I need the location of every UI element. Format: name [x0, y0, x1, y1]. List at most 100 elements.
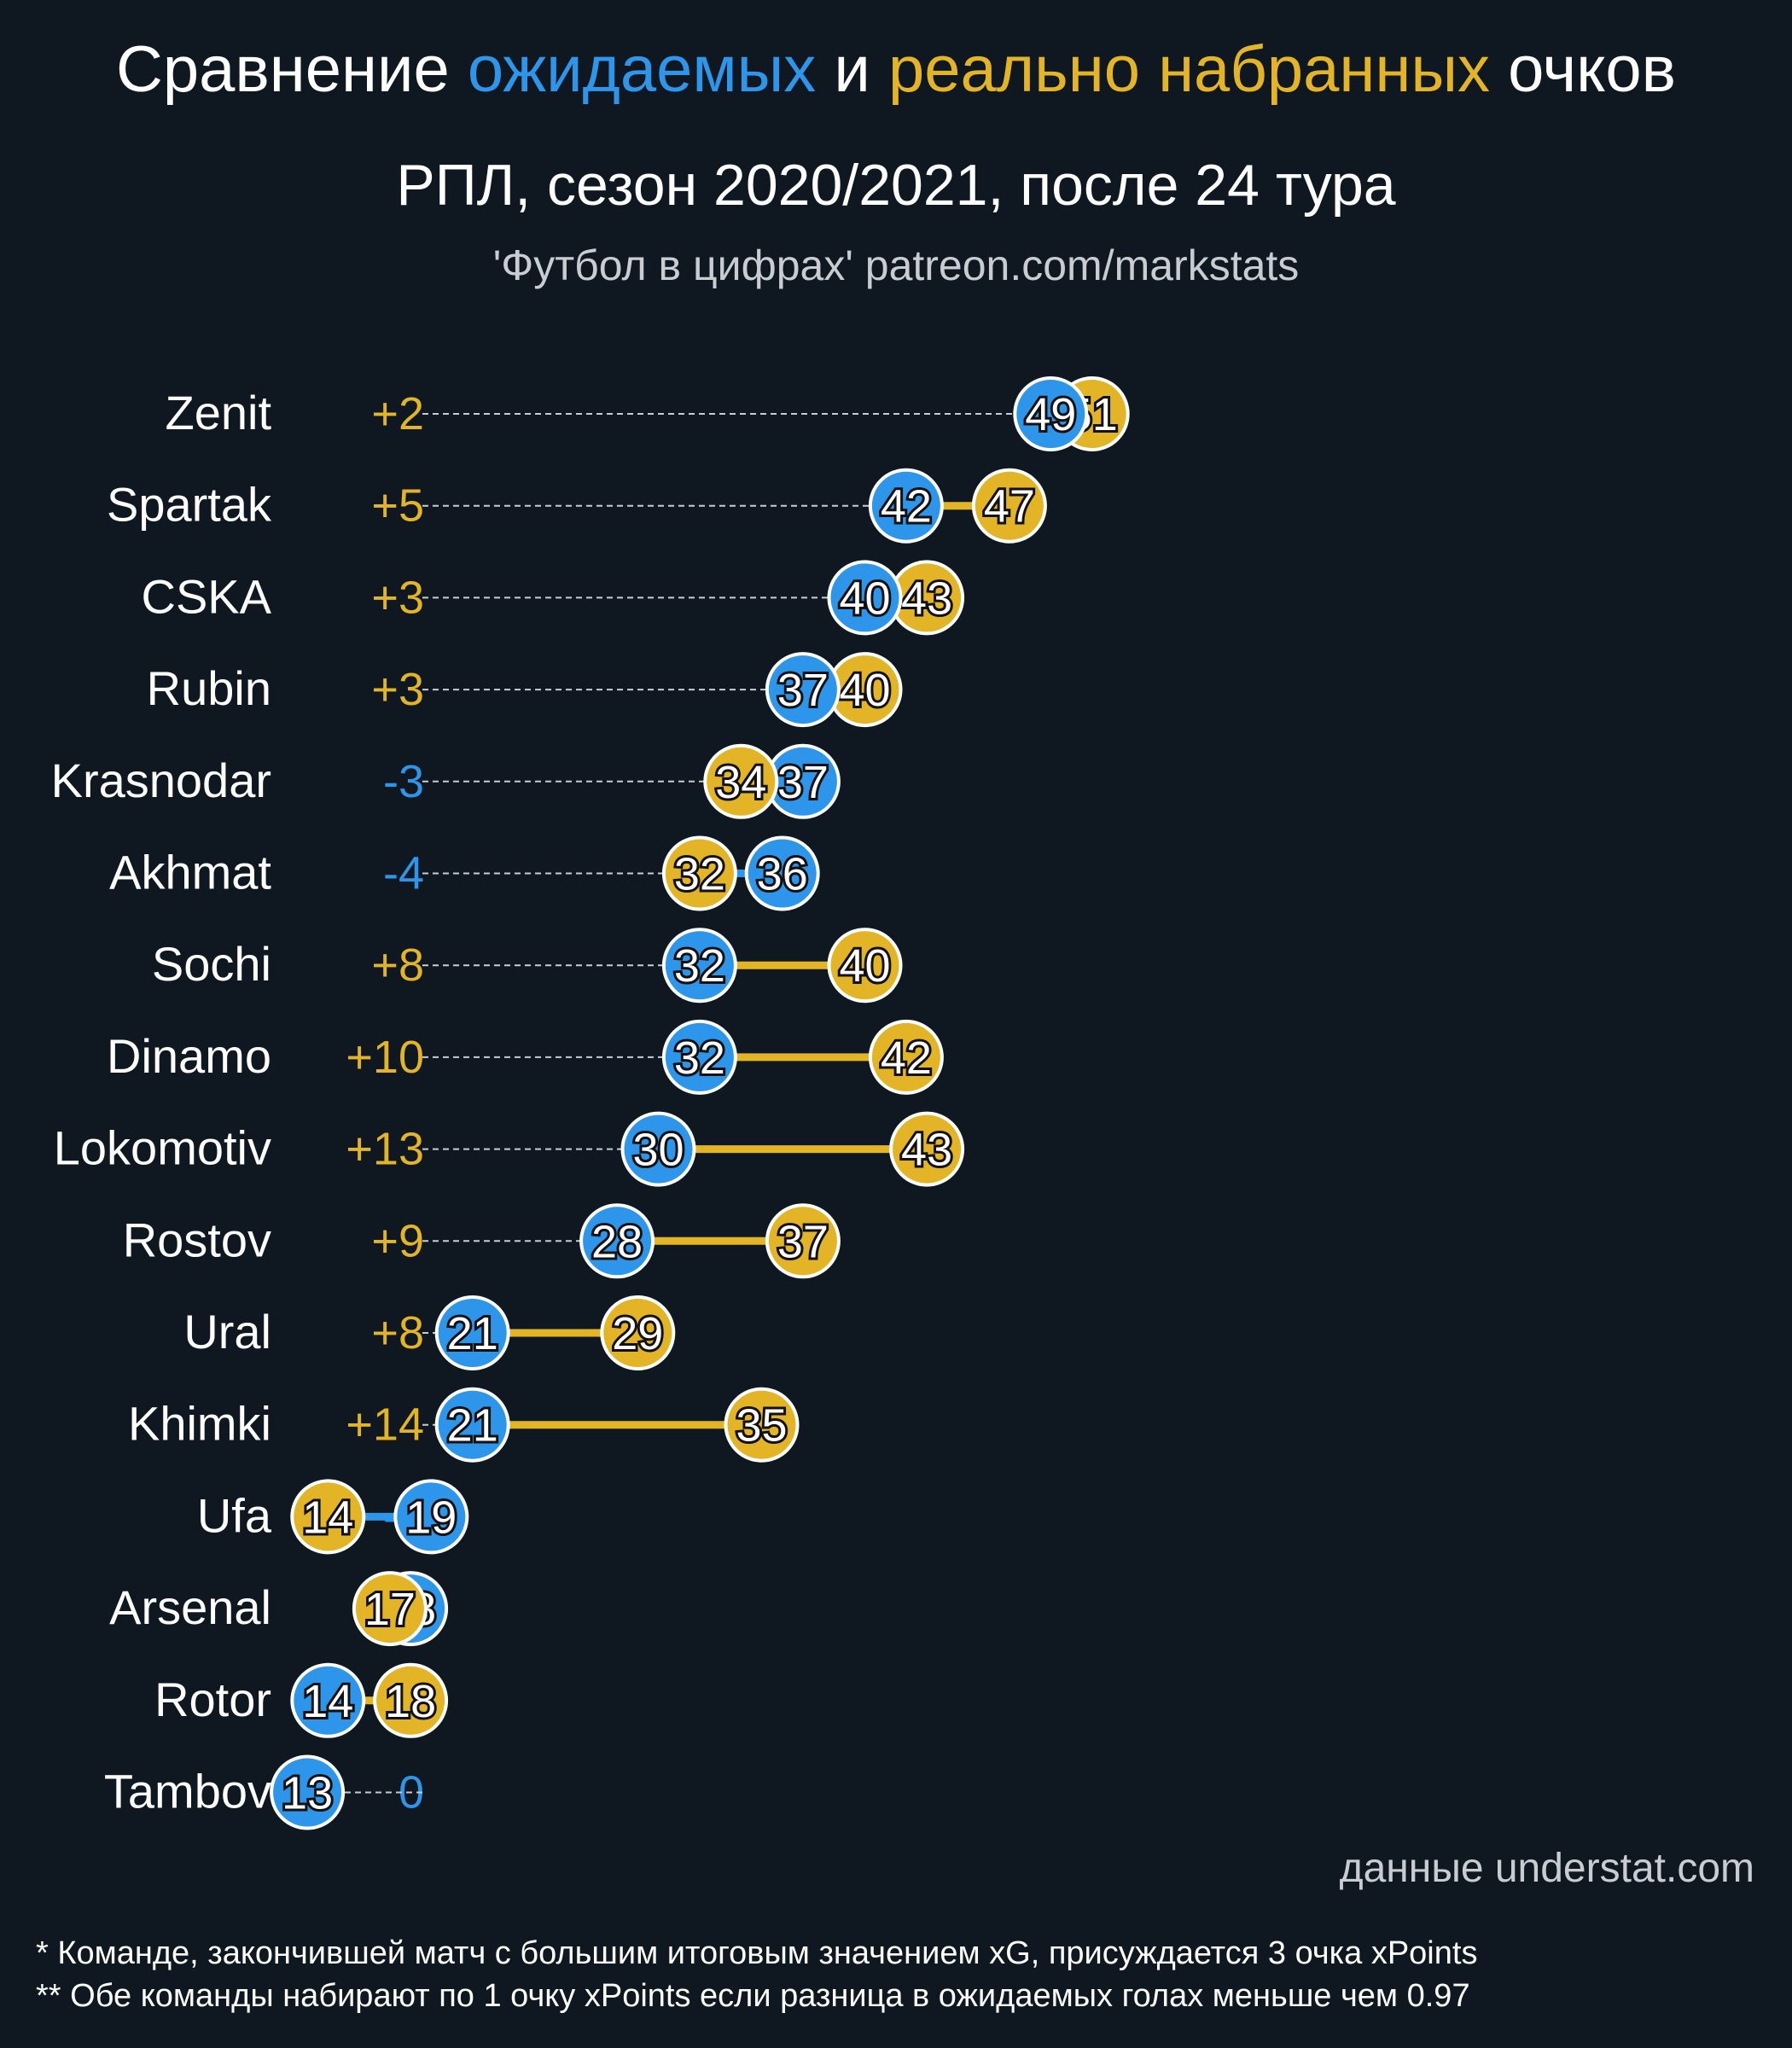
difference-label: +2: [371, 388, 424, 439]
actual-points-dot: [724, 1387, 800, 1463]
expected-points-dot: [393, 1479, 469, 1555]
actual-points-label: 35: [736, 1400, 787, 1452]
difference-label: +9: [371, 1215, 424, 1266]
actual-points-dot: [765, 1203, 841, 1279]
expected-points-label: 49: [1025, 389, 1076, 440]
difference-label: +5: [371, 480, 424, 532]
team-label: Zenit: [166, 386, 272, 439]
row-ural: Ural +8 29 21: [183, 1295, 676, 1370]
difference-label: +13: [346, 1124, 424, 1175]
team-label: Khimki: [128, 1397, 271, 1451]
footnote-1: * Команде, закончившей матч с большим ит…: [36, 1935, 1478, 1971]
actual-points-dot: [600, 1295, 676, 1370]
expected-points-label: 32: [674, 940, 725, 992]
team-label: Rostov: [123, 1213, 271, 1266]
row-rotor: Rotor+41814: [154, 1662, 449, 1738]
footnote-2: ** Обе команды набирают по 1 очку xPoint…: [36, 1978, 1470, 2014]
team-label: Spartak: [107, 478, 272, 532]
team-label: CSKA: [142, 569, 272, 623]
expected-points-dot: [661, 1019, 737, 1095]
expected-points-label: 30: [632, 1125, 684, 1176]
title-text-3: очков: [1489, 33, 1677, 106]
team-label: Rotor: [154, 1673, 271, 1726]
actual-points-label: 40: [839, 665, 890, 716]
row-arsenal: Arsenal-11817: [109, 1571, 449, 1647]
expected-points-dot: [579, 1203, 655, 1279]
actual-points-dot: [352, 1571, 428, 1647]
actual-points-dot: [373, 1662, 449, 1738]
actual-points-dot: [703, 743, 779, 819]
expected-points-label: 32: [674, 1033, 725, 1084]
team-label: Krasnodar: [51, 753, 271, 807]
expected-points-dot: [827, 560, 903, 636]
team-label: Ufa: [197, 1488, 272, 1542]
row-lokomotiv: Lokomotiv +13 43 30: [54, 1111, 965, 1187]
actual-points-label: 32: [674, 849, 725, 900]
team-label: Rubin: [147, 661, 271, 715]
actual-points-dot: [827, 928, 903, 1004]
actual-points-label: 17: [364, 1584, 416, 1635]
row-dinamo: Dinamo +10 42 32: [107, 1019, 944, 1095]
expected-points-label: 37: [777, 665, 829, 716]
expected-points-label: 13: [282, 1768, 333, 1819]
actual-points-label: 29: [612, 1308, 663, 1359]
actual-points-dot: [971, 468, 1047, 544]
expected-points-dot: [290, 1662, 366, 1738]
team-label: Dinamo: [107, 1029, 271, 1083]
team-label: Lokomotiv: [54, 1121, 271, 1175]
title-expected-word: ожидаемых: [467, 33, 817, 106]
difference-label: +8: [371, 1307, 424, 1359]
difference-label: +3: [371, 572, 424, 623]
expected-points-dot: [868, 468, 944, 544]
row-akhmat: Akhmat -4 36 32: [109, 835, 820, 911]
expected-points-dot: [661, 928, 737, 1004]
difference-label: -3: [383, 756, 424, 807]
row-rostov: Rostov +9 37 28: [123, 1203, 841, 1279]
expected-points-label: 40: [839, 573, 890, 624]
expected-points-label: 37: [777, 757, 829, 808]
actual-points-dot: [290, 1479, 366, 1555]
team-label: Tambov: [104, 1765, 271, 1818]
actual-points-label: 43: [901, 573, 952, 624]
row-ufa: Ufa-51914: [197, 1479, 469, 1555]
expected-points-label: 36: [757, 849, 808, 900]
expected-points-label: 42: [881, 481, 932, 532]
chart-subtitle: РПЛ, сезон 2020/2021, после 24 тура: [396, 153, 1396, 218]
difference-label: +14: [346, 1399, 424, 1451]
title-actual-words: реально набранных: [887, 33, 1490, 106]
team-label: Akhmat: [109, 846, 271, 899]
difference-label: +3: [371, 664, 424, 715]
team-label: Arsenal: [109, 1580, 271, 1634]
difference-label: +8: [371, 940, 424, 991]
actual-points-label: 14: [302, 1492, 353, 1543]
actual-points-label: 40: [839, 940, 890, 992]
actual-points-label: 47: [984, 481, 1035, 532]
expected-points-label: 28: [591, 1216, 643, 1267]
row-spartak: Spartak +5 47 42: [107, 468, 1047, 544]
team-label: Sochi: [152, 937, 271, 991]
actual-points-label: 18: [385, 1676, 436, 1727]
row-sochi: Sochi +8 40 32: [152, 928, 903, 1004]
expected-points-dot: [1013, 376, 1089, 451]
expected-points-dot: [744, 835, 820, 911]
expected-points-dot: [434, 1295, 510, 1370]
expected-points-dot: [620, 1111, 696, 1187]
data-credit: данные understat.com: [1339, 1846, 1754, 1891]
actual-points-label: 42: [881, 1033, 932, 1084]
actual-points-label: 37: [777, 1216, 829, 1267]
expected-points-label: 19: [405, 1492, 457, 1543]
title-text-1: Сравнение: [115, 33, 468, 106]
chart-title: Сравнение ожидаемых и реально набранных …: [0, 32, 1792, 107]
team-label: Ural: [183, 1305, 271, 1359]
source-line: 'Футбол в цифрах' patreon.com/markstats: [492, 241, 1300, 289]
expected-points-label: 21: [447, 1400, 498, 1452]
expected-points-label: 14: [302, 1676, 353, 1727]
row-khimki: Khimki +14 35 21: [128, 1387, 800, 1463]
difference-label: -4: [383, 848, 424, 899]
